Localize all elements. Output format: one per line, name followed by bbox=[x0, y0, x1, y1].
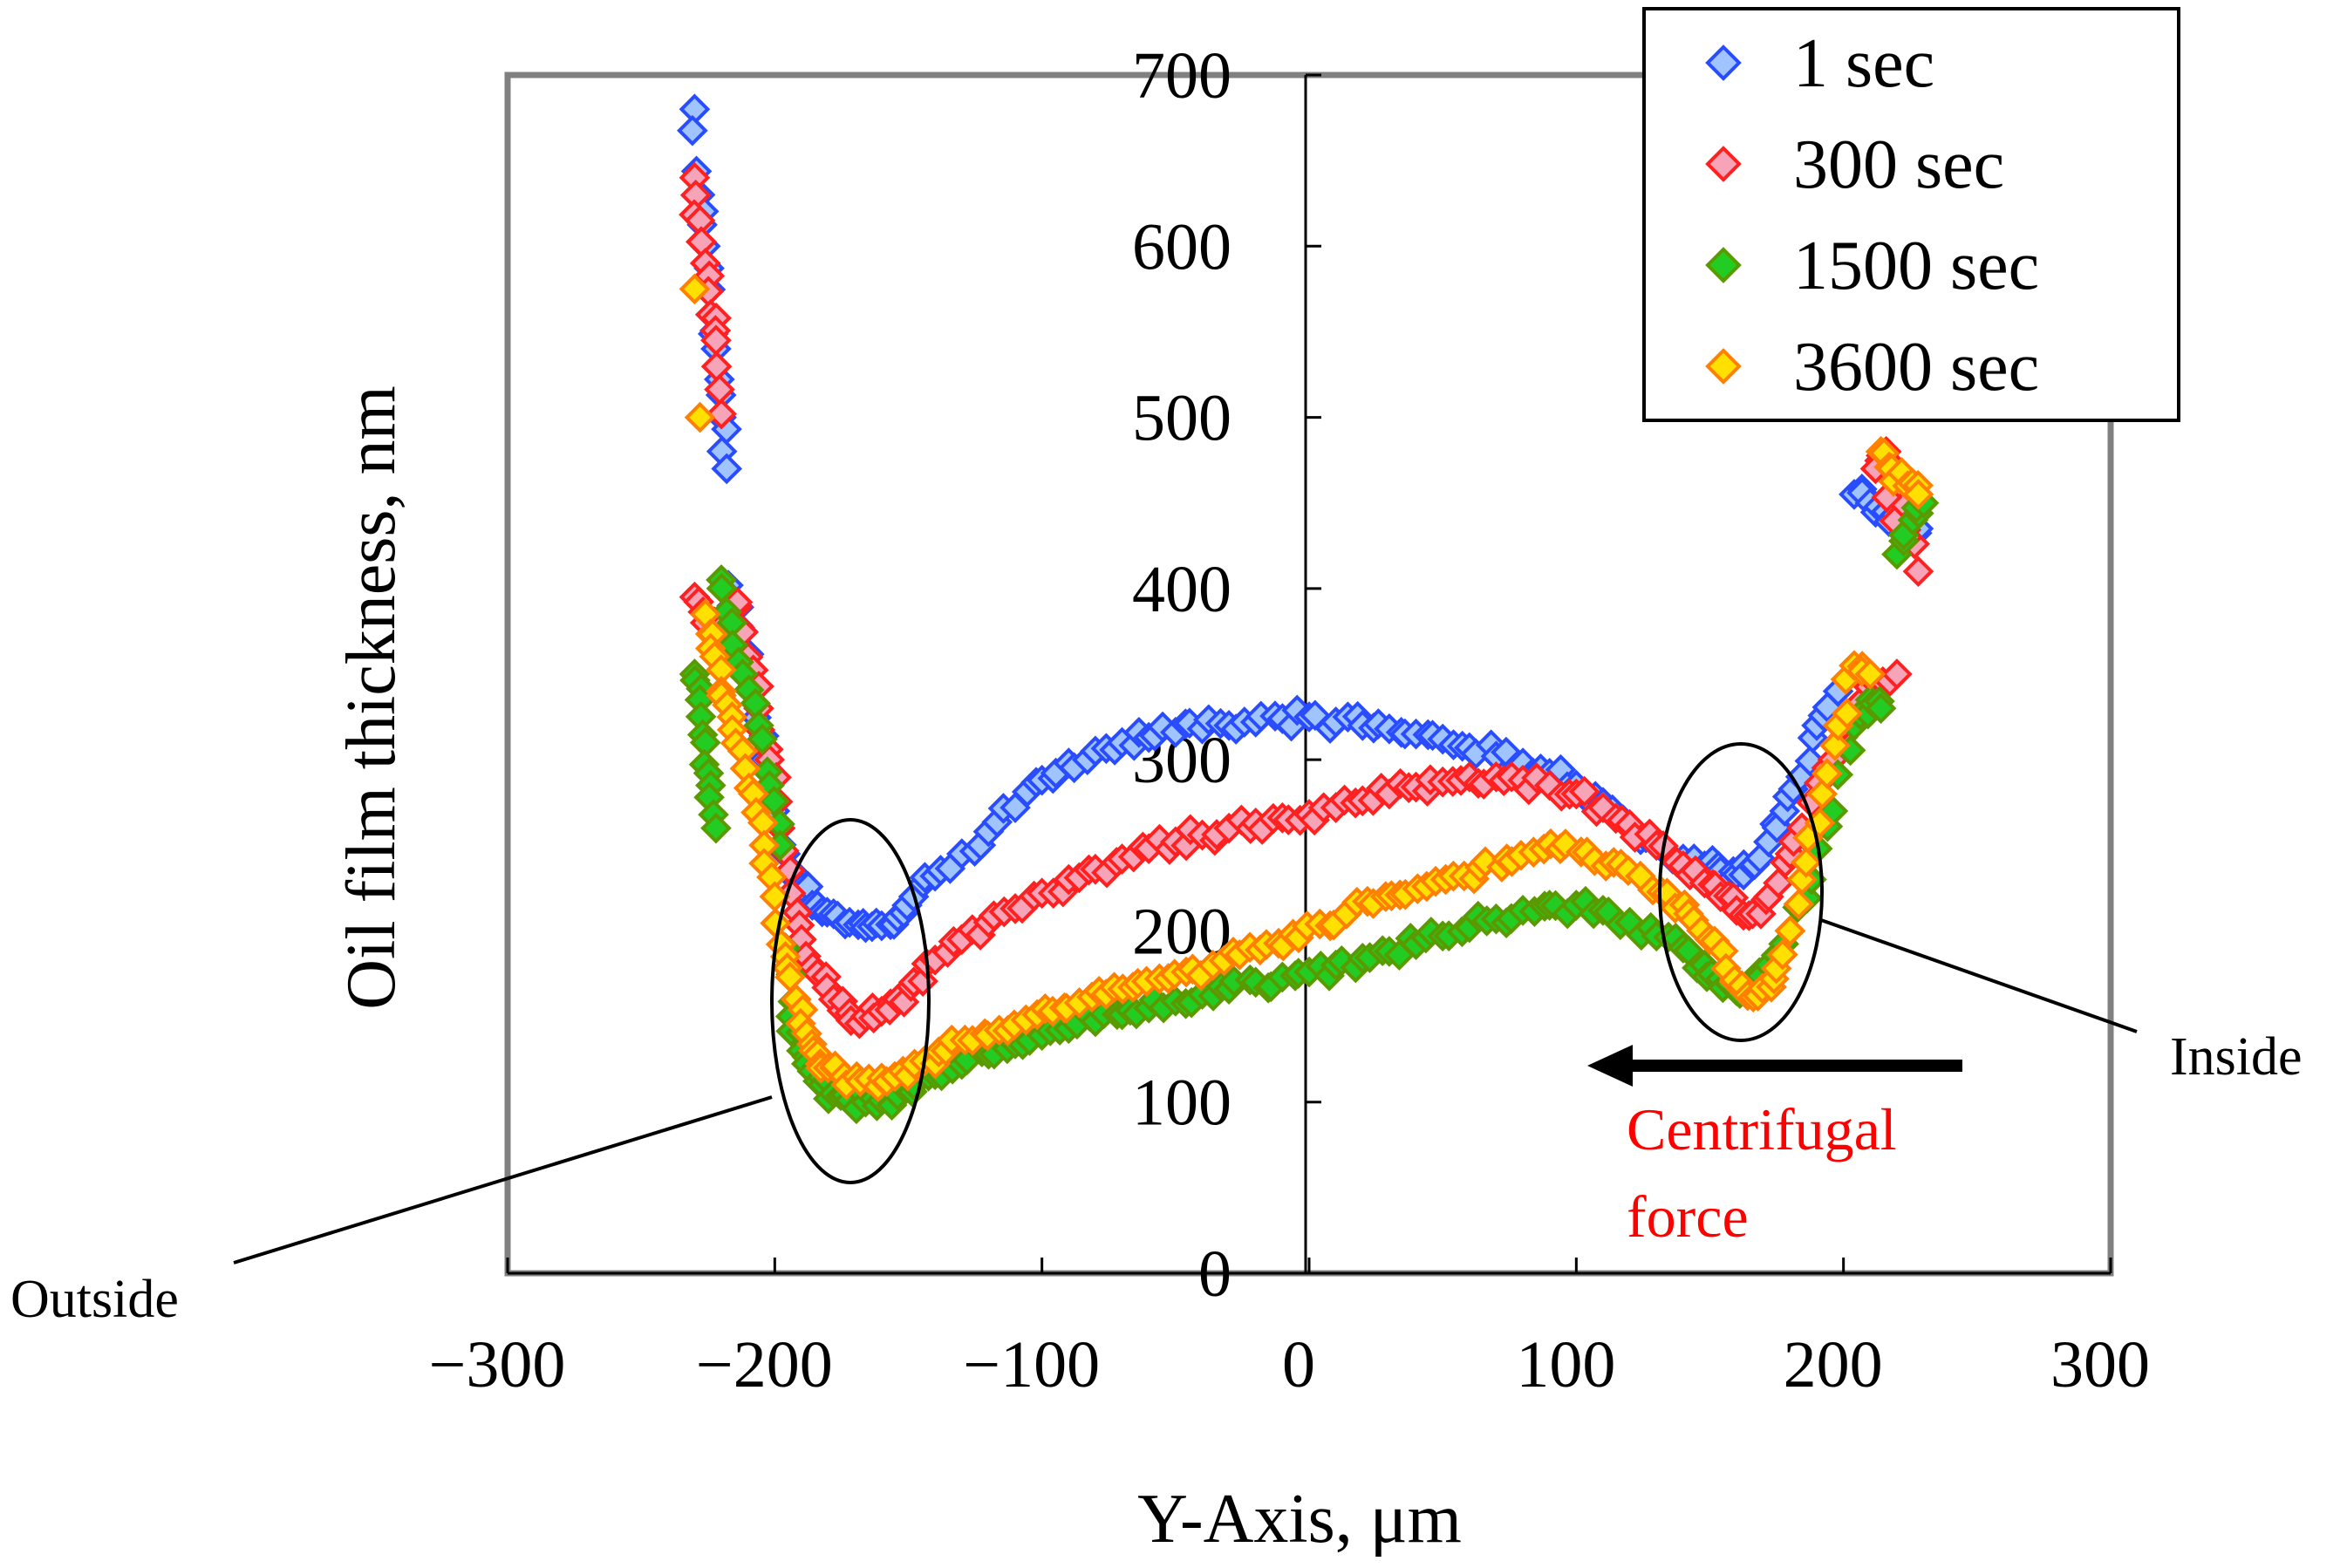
data-point bbox=[1767, 938, 1798, 971]
x-tick-label: −100 bbox=[963, 1328, 1100, 1401]
legend-marker bbox=[1705, 44, 1742, 81]
data-point bbox=[1568, 775, 1600, 808]
data-points bbox=[677, 93, 1940, 1125]
data-point bbox=[679, 273, 711, 305]
data-point bbox=[706, 398, 737, 430]
y-tick-label: 600 bbox=[1132, 210, 1231, 283]
data-point bbox=[1831, 698, 1863, 729]
y-tick-label: 0 bbox=[1198, 1237, 1231, 1311]
data-point bbox=[1811, 758, 1843, 789]
legend: 1 sec 300 sec 1500 sec 3600 sec bbox=[1642, 7, 2180, 422]
data-point bbox=[1854, 658, 1886, 690]
outside-ellipse bbox=[770, 818, 931, 1184]
legend-marker bbox=[1705, 146, 1742, 182]
centrifugal-arrow-head bbox=[1587, 1045, 1633, 1087]
y-tick-label: 400 bbox=[1132, 553, 1231, 626]
data-point bbox=[1902, 479, 1934, 510]
data-point bbox=[1790, 847, 1822, 878]
x-axis-title: Y-Axis, μm bbox=[1137, 1481, 1462, 1558]
series-3600-sec bbox=[679, 273, 1934, 1103]
y-tick-label: 700 bbox=[1132, 39, 1231, 112]
outside-leader-line bbox=[233, 1095, 773, 1265]
data-point bbox=[1769, 795, 1801, 827]
data-point bbox=[1902, 556, 1934, 588]
y-tick-label: 500 bbox=[1132, 382, 1231, 455]
legend-label: 1500 sec bbox=[1793, 228, 2039, 304]
data-point bbox=[1881, 658, 1913, 690]
centrifugal-label-line1: Centrifugal bbox=[1627, 1096, 1897, 1162]
centrifugal-label-line2: force bbox=[1627, 1183, 1749, 1250]
legend-marker bbox=[1705, 247, 1742, 283]
legend-marker bbox=[1705, 348, 1742, 385]
y-axis-title: Oil film thickness, nm bbox=[333, 385, 410, 1010]
y-tick-label: 100 bbox=[1132, 1067, 1231, 1140]
legend-label: 1 sec bbox=[1793, 25, 1934, 102]
data-point bbox=[711, 453, 743, 485]
inside-label: Inside bbox=[2170, 1027, 2303, 1087]
data-point bbox=[700, 812, 732, 844]
x-tick-label: 300 bbox=[2050, 1328, 2150, 1401]
data-point bbox=[1763, 867, 1794, 899]
data-point bbox=[677, 114, 708, 147]
x-tick-label: 100 bbox=[1516, 1328, 1615, 1401]
x-tick-label: −300 bbox=[429, 1328, 566, 1401]
data-point bbox=[1819, 730, 1851, 761]
legend-label: 3600 sec bbox=[1793, 329, 2039, 406]
x-tick-label: 0 bbox=[1282, 1328, 1315, 1401]
data-point bbox=[1774, 915, 1806, 947]
inside-ellipse bbox=[1658, 742, 1824, 1042]
data-point bbox=[684, 401, 716, 433]
outside-label: Outside bbox=[10, 1270, 179, 1329]
axis-ticks: −300 −200 −100 0 100 200 300010020030040050060… bbox=[429, 39, 2150, 1401]
legend-box bbox=[1642, 7, 2180, 422]
data-point bbox=[1865, 692, 1897, 725]
data-point bbox=[747, 723, 778, 755]
inside-leader-line bbox=[1820, 918, 2138, 1033]
legend-label: 300 sec bbox=[1793, 126, 2004, 203]
data-point bbox=[1783, 888, 1815, 920]
x-tick-label: −200 bbox=[696, 1328, 833, 1401]
x-tick-label: 200 bbox=[1784, 1328, 1883, 1401]
